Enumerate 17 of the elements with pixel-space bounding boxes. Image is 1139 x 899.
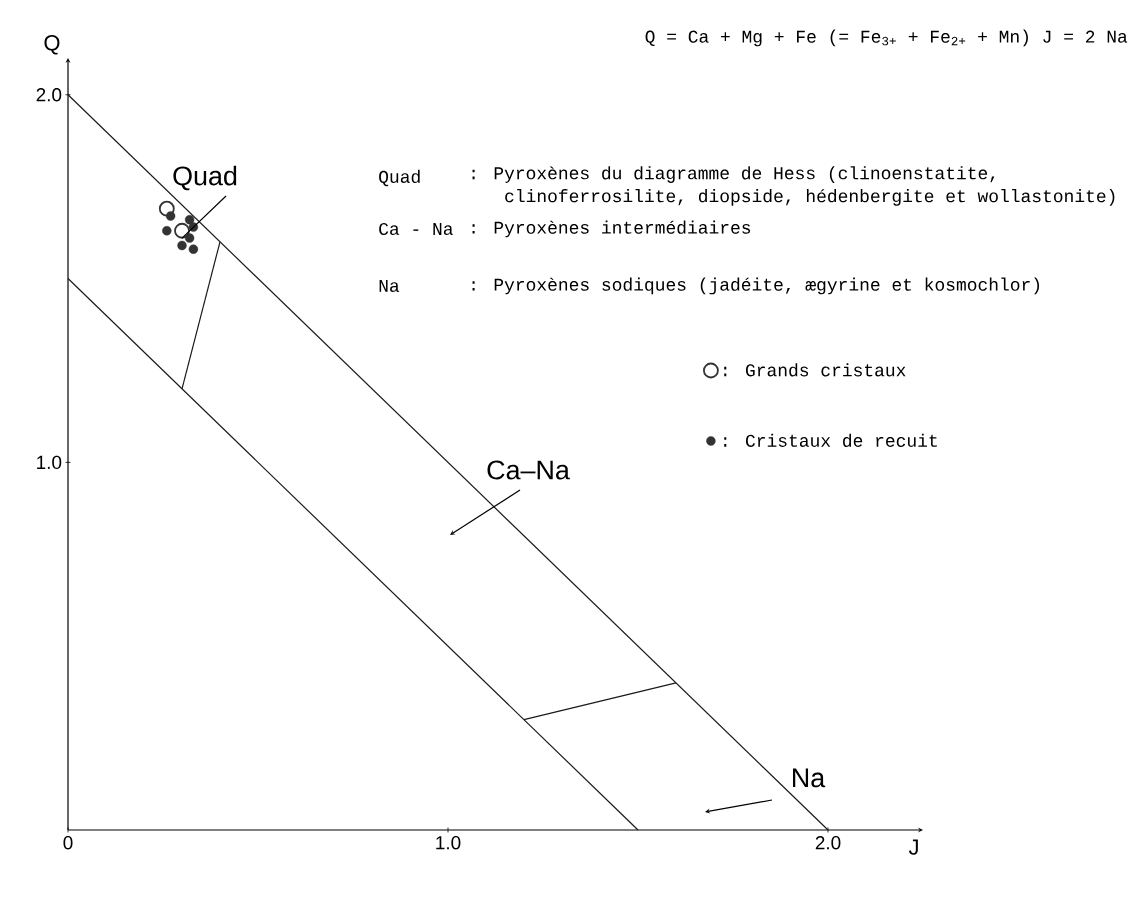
- x-tick-label: 2.0: [815, 836, 841, 850]
- annotation: Quad: [379, 169, 420, 187]
- annotation: Ca–Na: [487, 460, 570, 480]
- annotation: : Pyroxènes intermédiaires: [472, 220, 751, 238]
- text: Q = Ca + Mg + Fe (= Fe$_{3+}$ + Fe$_{2+}$ + Mn) J = 2 Na: [645, 29, 1128, 47]
- x-tick-label: 1.0: [436, 836, 461, 850]
- x-axis-title: J: [908, 839, 918, 855]
- legend-label: : Grands cristaux: [724, 363, 906, 377]
- annotation: Na: [793, 768, 826, 788]
- annotation: Na: [379, 279, 400, 292]
- y-axis-title: Q: [44, 35, 60, 55]
- annotation: : Pyroxènes du diagramme de Hess (clinoenstatite, clinoferrosilite, diopside, hédenbergite et wollastonite): [472, 166, 1115, 206]
- annotation: : Pyroxènes sodiques (jadéite, ægyrine et kosmochlor): [472, 277, 1040, 295]
- annotation: Ca - Na: [379, 222, 453, 236]
- legend-label: : Cristaux de recuit: [724, 433, 937, 447]
- annotation: Quad: [173, 165, 237, 191]
- x-tick-label: 0: [63, 836, 73, 850]
